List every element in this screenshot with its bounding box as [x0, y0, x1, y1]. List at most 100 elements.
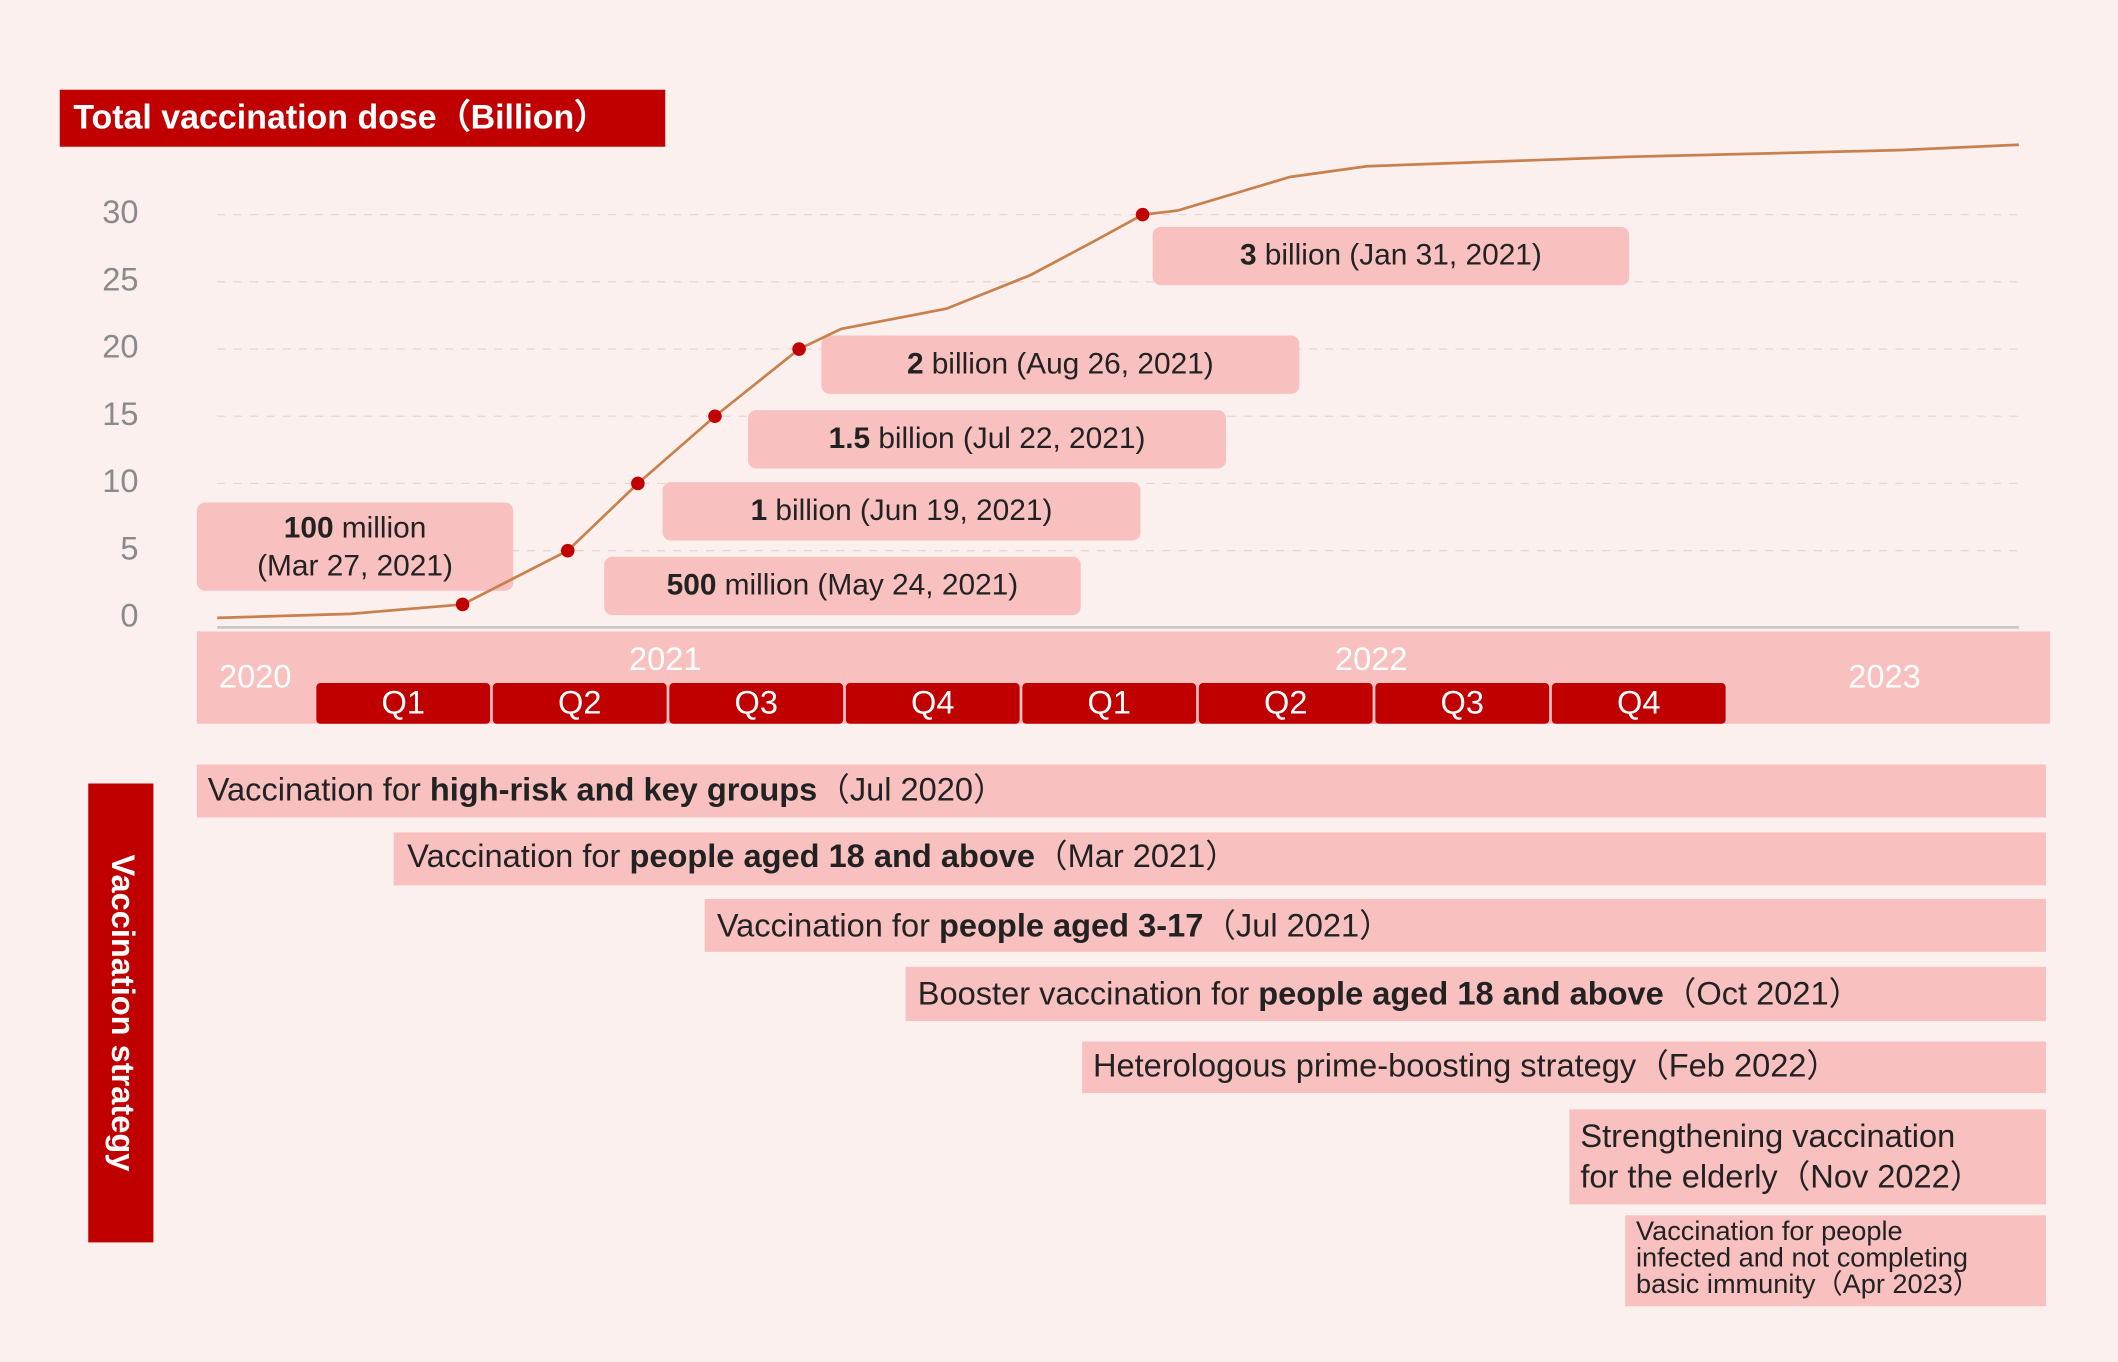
- y-tick-label: 0: [120, 597, 138, 633]
- y-tick-label: 10: [102, 463, 138, 499]
- strategy-text: Vaccination for people: [1636, 1215, 1903, 1246]
- year-label: 2023: [1848, 659, 1920, 695]
- milestone-marker: [708, 409, 722, 424]
- annotation-unit: billion: [932, 347, 1008, 380]
- y-tick-label: 30: [102, 194, 138, 230]
- strategy-text: Vaccination for high-risk and key groups…: [208, 771, 1006, 807]
- year-label: 2022: [1335, 641, 1407, 677]
- strategy-text: Vaccination for people aged 3-17（Jul 202…: [717, 907, 1392, 943]
- annotation-unit: million: [342, 512, 427, 545]
- strategy-bar: [1625, 1215, 2047, 1307]
- annotation-date: (Jul 22, 2021): [963, 422, 1146, 455]
- annotation-box: [1152, 226, 1630, 286]
- annotation-date: (May 24, 2021): [817, 569, 1018, 602]
- annotation-value: 1: [751, 494, 768, 527]
- strategy-bar: [1569, 1109, 2047, 1205]
- strategy-part: Vaccination for: [407, 838, 629, 874]
- strategy-text: for the elderly（Nov 2022）: [1580, 1158, 1982, 1194]
- annotation-value: 500: [667, 569, 717, 602]
- milestone-marker: [792, 342, 806, 356]
- annotation-date: (Jan 31, 2021): [1349, 239, 1542, 272]
- annotation: 1 billion (Jun 19, 2021): [751, 494, 1053, 527]
- chart-title: Total vaccination dose（Billion）: [73, 99, 608, 137]
- strategy-bar: [196, 764, 2047, 818]
- milestone-marker: [631, 476, 645, 491]
- annotation-date: (Jun 19, 2021): [860, 494, 1053, 527]
- strategy-part: （Mar 2021）: [1035, 838, 1238, 874]
- line: [217, 143, 2019, 620]
- strategy-part: people aged 3-17: [939, 907, 1203, 943]
- title-box: [59, 89, 666, 147]
- strategy-title-box: [88, 783, 154, 1243]
- strategy-part: Strengthening vaccination: [1580, 1117, 1955, 1153]
- annotation-box: [196, 502, 514, 591]
- annotation-unit: billion: [878, 422, 954, 455]
- annotation-value: 3: [1240, 239, 1257, 272]
- strategy-part: people aged 18 and above: [1258, 975, 1664, 1011]
- annotation-unit: million: [725, 569, 810, 602]
- strategy-part: Vaccination for: [717, 907, 939, 943]
- strategy-title: Vaccination strategy: [105, 855, 141, 1172]
- strategy-text: infected and not completing: [1636, 1242, 1968, 1273]
- annotation-box: [604, 556, 1081, 616]
- quarter-box: [316, 683, 491, 724]
- strategy-part: infected and not completing: [1636, 1242, 1968, 1273]
- quarter-box: [1375, 683, 1550, 724]
- annotation-date: (Mar 27, 2021): [257, 550, 453, 583]
- milestone-marker: [560, 543, 575, 558]
- quarter-label: Q1: [382, 684, 425, 720]
- annotation: 500 million (May 24, 2021): [667, 569, 1019, 602]
- strategy-text: Booster vaccination for people aged 18 a…: [918, 975, 1861, 1011]
- y-tick-label: 15: [102, 396, 138, 432]
- strategy-bar: [704, 898, 2047, 952]
- quarter-label: Q2: [1264, 684, 1307, 720]
- quarter-box: [1022, 683, 1197, 724]
- strategy-bar: [1082, 1041, 2047, 1094]
- y-tick-label: 5: [120, 530, 138, 566]
- quarter-box: [845, 683, 1020, 724]
- strategy-text: basic immunity（Apr 2023）: [1636, 1268, 1980, 1299]
- strategy-bar: [393, 832, 2047, 886]
- annotation-box: [748, 410, 1226, 469]
- annotation: 3 billion (Jan 31, 2021): [1240, 239, 1542, 272]
- quarter-box: [492, 683, 667, 724]
- strategy-part: people aged 18 and above: [629, 838, 1035, 874]
- year-label: 2020: [219, 659, 291, 695]
- annotation-box: [821, 335, 1300, 394]
- annotation-value: 1.5: [829, 422, 871, 455]
- quarter-label: Q3: [735, 684, 778, 720]
- annotation-date: (Aug 26, 2021): [1016, 347, 1214, 380]
- annotation: 2 billion (Aug 26, 2021): [907, 347, 1214, 380]
- quarter-label: Q3: [1441, 684, 1484, 720]
- milestone-marker: [455, 597, 470, 612]
- strategy-part: high-risk and key groups: [430, 771, 817, 807]
- quarter-label: Q4: [1617, 684, 1660, 720]
- strategy-part: Booster vaccination for: [918, 975, 1258, 1011]
- y-tick-label: 20: [102, 329, 138, 365]
- y-tick-label: 25: [102, 261, 138, 297]
- milestone-marker: [1135, 207, 1150, 222]
- strategy-part: Heterologous prime-boosting strategy: [1093, 1047, 1637, 1083]
- strategy-text: Strengthening vaccination: [1580, 1117, 1955, 1153]
- strategy-part: for the elderly（Nov 2022）: [1580, 1158, 1982, 1194]
- annotation-value: 100: [284, 512, 334, 545]
- strategy-part: （Jul 2021）: [1203, 907, 1391, 943]
- quarter-label: Q4: [911, 684, 954, 720]
- quarter-box: [1198, 683, 1373, 724]
- annotation-unit: billion: [775, 494, 851, 527]
- strategy-part: （Jul 2020）: [817, 771, 1005, 807]
- strategy-part: （Oct 2021）: [1664, 975, 1861, 1011]
- annotation: 1.5 billion (Jul 22, 2021): [829, 422, 1146, 455]
- strategy-part: basic immunity（Apr 2023）: [1636, 1268, 1980, 1299]
- year-label: 2021: [629, 641, 701, 677]
- strategy-text: Heterologous prime-boosting strategy（Feb…: [1093, 1047, 1839, 1083]
- quarter-label: Q2: [558, 684, 601, 720]
- quarter-label: Q1: [1088, 684, 1131, 720]
- annotation-value: 2: [907, 347, 924, 380]
- strategy-bar: [905, 966, 2047, 1022]
- quarter-box: [669, 683, 844, 724]
- annotation-unit: billion: [1265, 239, 1341, 272]
- strategy-text: Vaccination for people aged 18 and above…: [407, 838, 1237, 874]
